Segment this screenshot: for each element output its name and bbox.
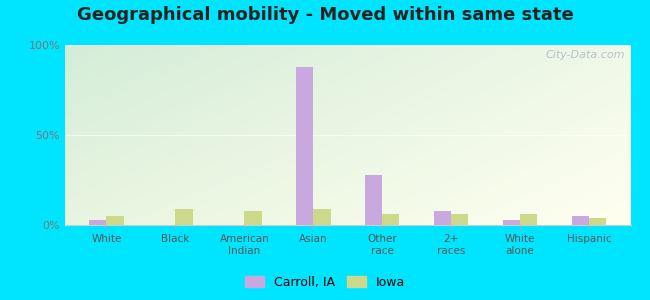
Bar	[107, 216, 124, 225]
Bar	[451, 214, 469, 225]
Text: City-Data.com: City-Data.com	[545, 50, 625, 60]
Text: Geographical mobility - Moved within same state: Geographical mobility - Moved within sam…	[77, 6, 573, 24]
Bar	[572, 216, 589, 225]
Bar	[589, 218, 606, 225]
Bar	[296, 67, 313, 225]
Bar	[503, 220, 520, 225]
Bar	[382, 214, 400, 225]
Bar	[89, 220, 107, 225]
Bar	[434, 211, 451, 225]
Bar	[244, 211, 261, 225]
Legend: Carroll, IA, Iowa: Carroll, IA, Iowa	[240, 271, 410, 294]
Bar	[313, 209, 330, 225]
Bar	[520, 214, 538, 225]
Bar	[176, 209, 192, 225]
Bar	[365, 175, 382, 225]
